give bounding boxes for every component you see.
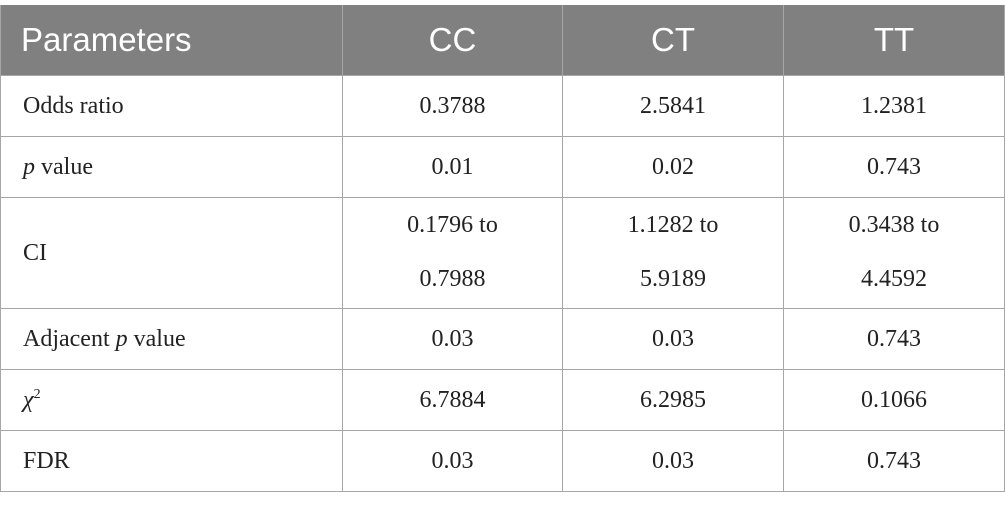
cell-text: 0.743 xyxy=(867,154,921,180)
cell-text: 1.2381 xyxy=(861,93,927,119)
row-label: Adjacent p value xyxy=(0,308,343,370)
superscript: 2 xyxy=(33,387,41,402)
label-part: p xyxy=(115,326,128,352)
value-cell: 1.2381 xyxy=(783,75,1005,137)
value-cell: 1.1282 to 5.9189 xyxy=(562,197,784,309)
row-label: p value xyxy=(0,136,343,198)
label-part: p xyxy=(23,154,35,180)
cell-text: 0.1066 xyxy=(861,387,927,413)
table-row: Adjacent p value 0.03 0.03 0.743 xyxy=(0,308,1005,370)
cell-text: 0.3438 to xyxy=(848,212,940,238)
value-cell: 0.03 xyxy=(562,430,784,492)
row-label: FDR xyxy=(0,430,343,492)
table-row: FDR 0.03 0.03 0.743 xyxy=(0,430,1005,492)
value-cell: 2.5841 xyxy=(562,75,784,137)
value-cell: 0.02 xyxy=(562,136,784,198)
cell-text: 0.743 xyxy=(867,326,921,352)
cell-text: 0.03 xyxy=(652,326,694,352)
cell-text: 5.9189 xyxy=(640,266,706,292)
value-cell: 0.3788 xyxy=(342,75,563,137)
label-part: Adjacent xyxy=(23,326,116,352)
row-label: CI xyxy=(0,197,343,309)
value-cell: 0.743 xyxy=(783,430,1005,492)
value-cell: 0.743 xyxy=(783,308,1005,370)
cell-text: 0.02 xyxy=(652,154,694,180)
cell-text: 0.1796 to xyxy=(407,212,498,238)
table: Parameters CC CT TT Odds ratio 0.3788 2.5841 1… xyxy=(0,5,1005,492)
value-cell: 0.3438 to 4.4592 xyxy=(783,197,1005,309)
cell-text: 0.743 xyxy=(867,448,921,474)
row-label: Odds ratio xyxy=(0,75,343,137)
table-row: p value 0.01 0.02 0.743 xyxy=(0,136,1005,198)
cell-text: 2.5841 xyxy=(640,93,706,119)
cell-text: 0.03 xyxy=(431,448,474,474)
cell-text: 0.3788 xyxy=(419,93,486,119)
value-cell: 0.1066 xyxy=(783,369,1005,431)
table-row: CI 0.1796 to 0.7988 1.1282 to 5.9189 0.3438 t… xyxy=(0,197,1005,309)
label-part: FDR xyxy=(23,448,70,474)
table-row: Odds ratio 0.3788 2.5841 1.2381 xyxy=(0,75,1005,137)
label-part: value xyxy=(35,154,93,180)
cell-text: 0.7988 xyxy=(419,266,486,292)
value-cell: 6.7884 xyxy=(342,369,563,431)
row-label: χ2 xyxy=(0,369,343,431)
cell-text: 0.03 xyxy=(652,448,694,474)
header-cell: CT xyxy=(562,5,784,76)
cell-text: 0.01 xyxy=(431,154,474,180)
cell-text: 6.2985 xyxy=(640,387,706,413)
header-cell: CC xyxy=(342,5,563,76)
header-cell: Parameters xyxy=(0,5,343,76)
cell-text: 4.4592 xyxy=(861,266,927,292)
header-cell: TT xyxy=(783,5,1005,76)
value-cell: 0.03 xyxy=(562,308,784,370)
header-row: Parameters CC CT TT xyxy=(0,5,1005,76)
cell-text: 6.7884 xyxy=(419,387,486,413)
label-part: CI xyxy=(23,240,47,266)
value-cell: 0.01 xyxy=(342,136,563,198)
table-wrap: Parameters CC CT TT Odds ratio 0.3788 2.5841 1… xyxy=(0,5,1005,492)
value-cell: 0.743 xyxy=(783,136,1005,198)
table-row: χ2 6.7884 6.2985 0.1066 xyxy=(0,369,1005,431)
cell-text: 1.1282 to xyxy=(627,212,719,238)
value-cell: 6.2985 xyxy=(562,369,784,431)
table-body: Odds ratio 0.3788 2.5841 1.2381 p value 0.01 0… xyxy=(0,75,1005,492)
value-cell: 0.1796 to 0.7988 xyxy=(342,197,563,309)
label-part: value xyxy=(127,326,186,352)
value-cell: 0.03 xyxy=(342,430,563,492)
cell-text: 0.03 xyxy=(431,326,474,352)
value-cell: 0.03 xyxy=(342,308,563,370)
label-part: χ xyxy=(23,387,34,413)
label-part: Odds ratio xyxy=(23,93,124,119)
